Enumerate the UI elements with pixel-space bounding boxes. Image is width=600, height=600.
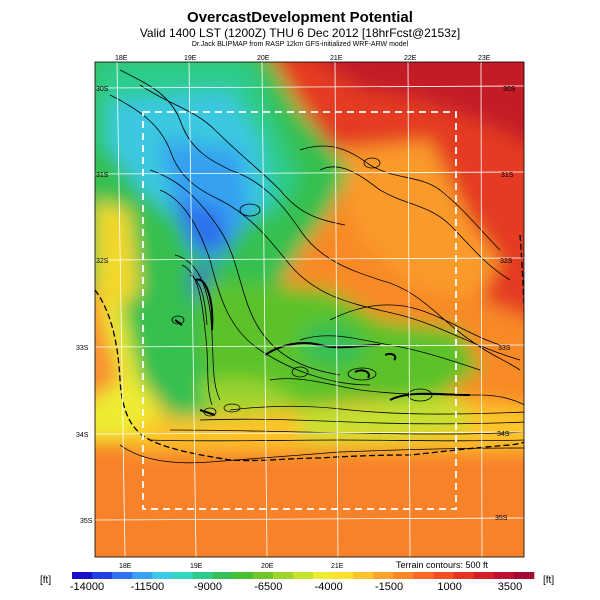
unit-label-right: [ft] xyxy=(543,575,554,586)
lat-tick-left-31s: 31S xyxy=(96,172,109,179)
model-source-line: Dr.Jack BLIPMAP from RASP 12km GFS-initi… xyxy=(191,41,409,48)
lat-tick-right-30s: 30S xyxy=(503,86,516,93)
colorbar-swatch xyxy=(292,572,314,579)
inner-domain-box xyxy=(142,111,457,510)
tick-labels: 18E 19E 20E 21E 22E 23E 18E 19E 20E 21E … xyxy=(76,55,516,570)
colorbar-swatch xyxy=(72,572,93,579)
colorbar-label: 1000 xyxy=(437,581,461,593)
terrain-contours-note: Terrain contours: 500 ft xyxy=(396,560,489,570)
lon-tick-top-20e: 20E xyxy=(257,55,270,62)
lon-tick-bottom-19e: 19E xyxy=(190,563,203,570)
lat-tick-right-31s: 31S xyxy=(501,172,514,179)
colorbar-label: 3500 xyxy=(498,581,522,593)
colorbar xyxy=(72,572,535,579)
lat-tick-left-33s: 33S xyxy=(76,345,89,352)
colorbar-swatch xyxy=(272,572,294,579)
coastline xyxy=(95,234,524,462)
lon-tick-top-21e: 21E xyxy=(330,55,343,62)
lat-tick-left-35s: 35S xyxy=(80,518,93,525)
lon-tick-bottom-21e: 21E xyxy=(331,563,344,570)
colorbar-swatch xyxy=(473,572,495,579)
colorbar-swatch xyxy=(393,572,414,579)
colorbar-swatch xyxy=(453,572,475,579)
colorbar-swatch xyxy=(92,572,113,579)
colorbar-swatch xyxy=(333,572,354,579)
colorbar-swatch xyxy=(232,572,254,579)
colorbar-swatch xyxy=(353,572,374,579)
lat-tick-left-30s: 30S xyxy=(96,86,109,93)
colorbar-swatch xyxy=(112,572,133,579)
colorbar-labels: -14000 -11500 -9000 -6500 -4000 -1500 1000 3500 xyxy=(70,581,522,593)
colorbar-swatch xyxy=(132,572,153,579)
lon-tick-bottom-18e: 18E xyxy=(119,563,132,570)
colorbar-swatch xyxy=(433,572,454,579)
colorbar-swatch xyxy=(212,572,233,579)
colorbar-swatch xyxy=(313,572,334,579)
colorbar-label: -4000 xyxy=(315,581,343,593)
overcast-potential-field xyxy=(95,62,524,557)
colorbar-swatch xyxy=(413,572,434,579)
lat-tick-left-34s: 34S xyxy=(76,432,89,439)
colorbar-label: -11500 xyxy=(131,581,164,593)
colorbar-label: -9000 xyxy=(194,581,222,593)
lat-lon-grid xyxy=(95,62,524,557)
map-subtitle: Valid 1400 LST (1200Z) THU 6 Dec 2012 [1… xyxy=(139,26,461,40)
lon-tick-top-19e: 19E xyxy=(184,55,197,62)
lon-tick-top-18e: 18E xyxy=(115,55,128,62)
colorbar-swatch xyxy=(513,572,535,579)
colorbar-swatch xyxy=(252,572,274,579)
colorbar-label: -14000 xyxy=(70,581,104,593)
colorbar-label: -1500 xyxy=(375,581,403,593)
lat-tick-right-33s: 33S xyxy=(498,345,511,352)
map-frame xyxy=(94,61,525,558)
colorbar-swatch xyxy=(152,572,173,579)
lon-tick-top-23e: 23E xyxy=(478,55,491,62)
colorbar-swatch xyxy=(493,572,515,579)
lon-tick-top-22e: 22E xyxy=(404,55,417,62)
unit-label-left: [ft] xyxy=(40,575,51,586)
colorbar-swatch xyxy=(192,572,213,579)
lat-tick-left-32s: 32S xyxy=(96,258,109,265)
lat-tick-right-34s: 34S xyxy=(497,431,510,438)
lat-tick-right-32s: 32S xyxy=(500,258,513,265)
lon-tick-bottom-20e: 20E xyxy=(261,563,274,570)
colorbar-label: -6500 xyxy=(254,581,282,593)
map-title: OvercastDevelopment Potential xyxy=(187,9,413,26)
lat-tick-right-35s: 35S xyxy=(495,515,508,522)
colorbar-swatch xyxy=(172,572,193,579)
terrain-contours xyxy=(109,69,524,464)
colorbar-swatch xyxy=(373,572,394,579)
